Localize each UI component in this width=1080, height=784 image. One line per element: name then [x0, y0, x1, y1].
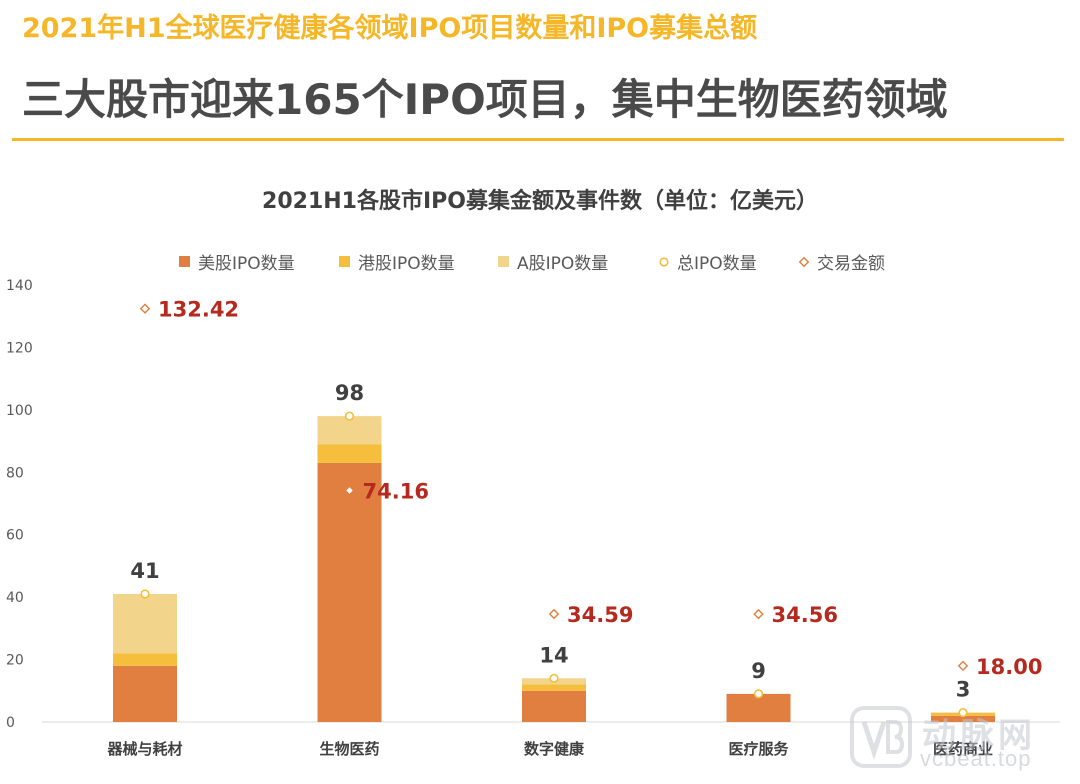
y-tick-label: 100 [6, 403, 33, 419]
total-label: 9 [751, 659, 766, 683]
total-marker [140, 589, 150, 599]
bar-segment-a [317, 416, 382, 445]
y-tick-label: 0 [6, 715, 15, 731]
chart-area: 2021H1各股市IPO募集金额及事件数（单位：亿美元） 美股IPO数量 港股IPO… [0, 150, 1080, 780]
legend-swatch-1 [339, 256, 350, 267]
x-category-label: 生物医药 [319, 740, 379, 758]
bar-segment-us [522, 690, 586, 722]
amount-marker [139, 303, 151, 314]
y-tick-label: 140 [6, 278, 33, 294]
x-category-label: 器械与耗材 [106, 740, 182, 758]
bar-segment-us [317, 462, 382, 722]
total-marker [958, 708, 968, 718]
total-marker [753, 689, 764, 699]
legend-label: 港股IPO数量 [358, 254, 455, 274]
bar-segment-hk [522, 684, 586, 691]
amount-marker [344, 485, 355, 496]
y-tick-label: 80 [6, 465, 24, 481]
x-category-label: 医疗服务 [728, 740, 789, 758]
amount-marker [548, 608, 560, 620]
vb-logo-icon [850, 706, 912, 768]
amount-marker [753, 608, 764, 620]
bar-segment-us [931, 715, 995, 722]
total-marker [344, 411, 355, 421]
bar-segment-us [726, 693, 791, 722]
x-category-label: 医药商业 [933, 740, 993, 758]
total-label: 98 [335, 381, 364, 405]
legend-marker-amount [798, 256, 810, 268]
y-tick-label: 20 [6, 653, 24, 669]
x-category-label: 数字健康 [524, 740, 585, 758]
ipo-chart: 2021H1各股市IPO募集金额及事件数（单位：亿美元） 美股IPO数量 港股IPO… [6, 188, 1060, 758]
watermark-brand: 动脉网 [922, 716, 1036, 756]
bar-segment-a [113, 594, 177, 654]
watermark-domain: vcbeat.top [920, 746, 1032, 771]
amount-label: 132.42 [158, 298, 239, 322]
total-label: 14 [539, 643, 568, 667]
amount-label: 74.16 [363, 480, 429, 504]
y-tick-label: 60 [6, 528, 24, 544]
bar-segment-hk [317, 444, 382, 463]
legend-label: 交易金额 [817, 254, 885, 274]
bar-segment-hk [113, 653, 177, 666]
amount-label: 34.56 [772, 603, 838, 627]
amount-label: 34.59 [567, 603, 633, 627]
y-tick-label: 40 [6, 590, 24, 606]
page-title: 三大股市迎来165个IPO项目，集中生物医药领域 [22, 75, 948, 124]
page-subtitle: 2021年H1全球医疗健康各领域IPO项目数量和IPO募集总额 [22, 13, 758, 44]
total-marker [549, 673, 559, 683]
legend-label: 总IPO数量 [677, 254, 757, 274]
legend-swatch-0 [179, 256, 190, 267]
total-label: 3 [956, 678, 971, 702]
watermark: 动脉网 vcbeat.top [850, 706, 1070, 772]
legend-marker-total [659, 257, 669, 267]
legend-label: 美股IPO数量 [198, 254, 295, 274]
bar-segment-us [113, 665, 177, 722]
y-tick-label: 120 [6, 340, 33, 356]
total-label: 41 [130, 559, 159, 583]
legend-label: A股IPO数量 [517, 254, 608, 274]
header-divider [12, 138, 1064, 141]
legend-swatch-2 [498, 256, 509, 267]
page-header: 2021年H1全球医疗健康各领域IPO项目数量和IPO募集总额 三大股市迎来16… [0, 0, 1080, 141]
amount-marker [957, 660, 969, 672]
chart-title: 2021H1各股市IPO募集金额及事件数（单位：亿美元） [262, 188, 818, 214]
amount-label: 18.00 [976, 655, 1042, 679]
